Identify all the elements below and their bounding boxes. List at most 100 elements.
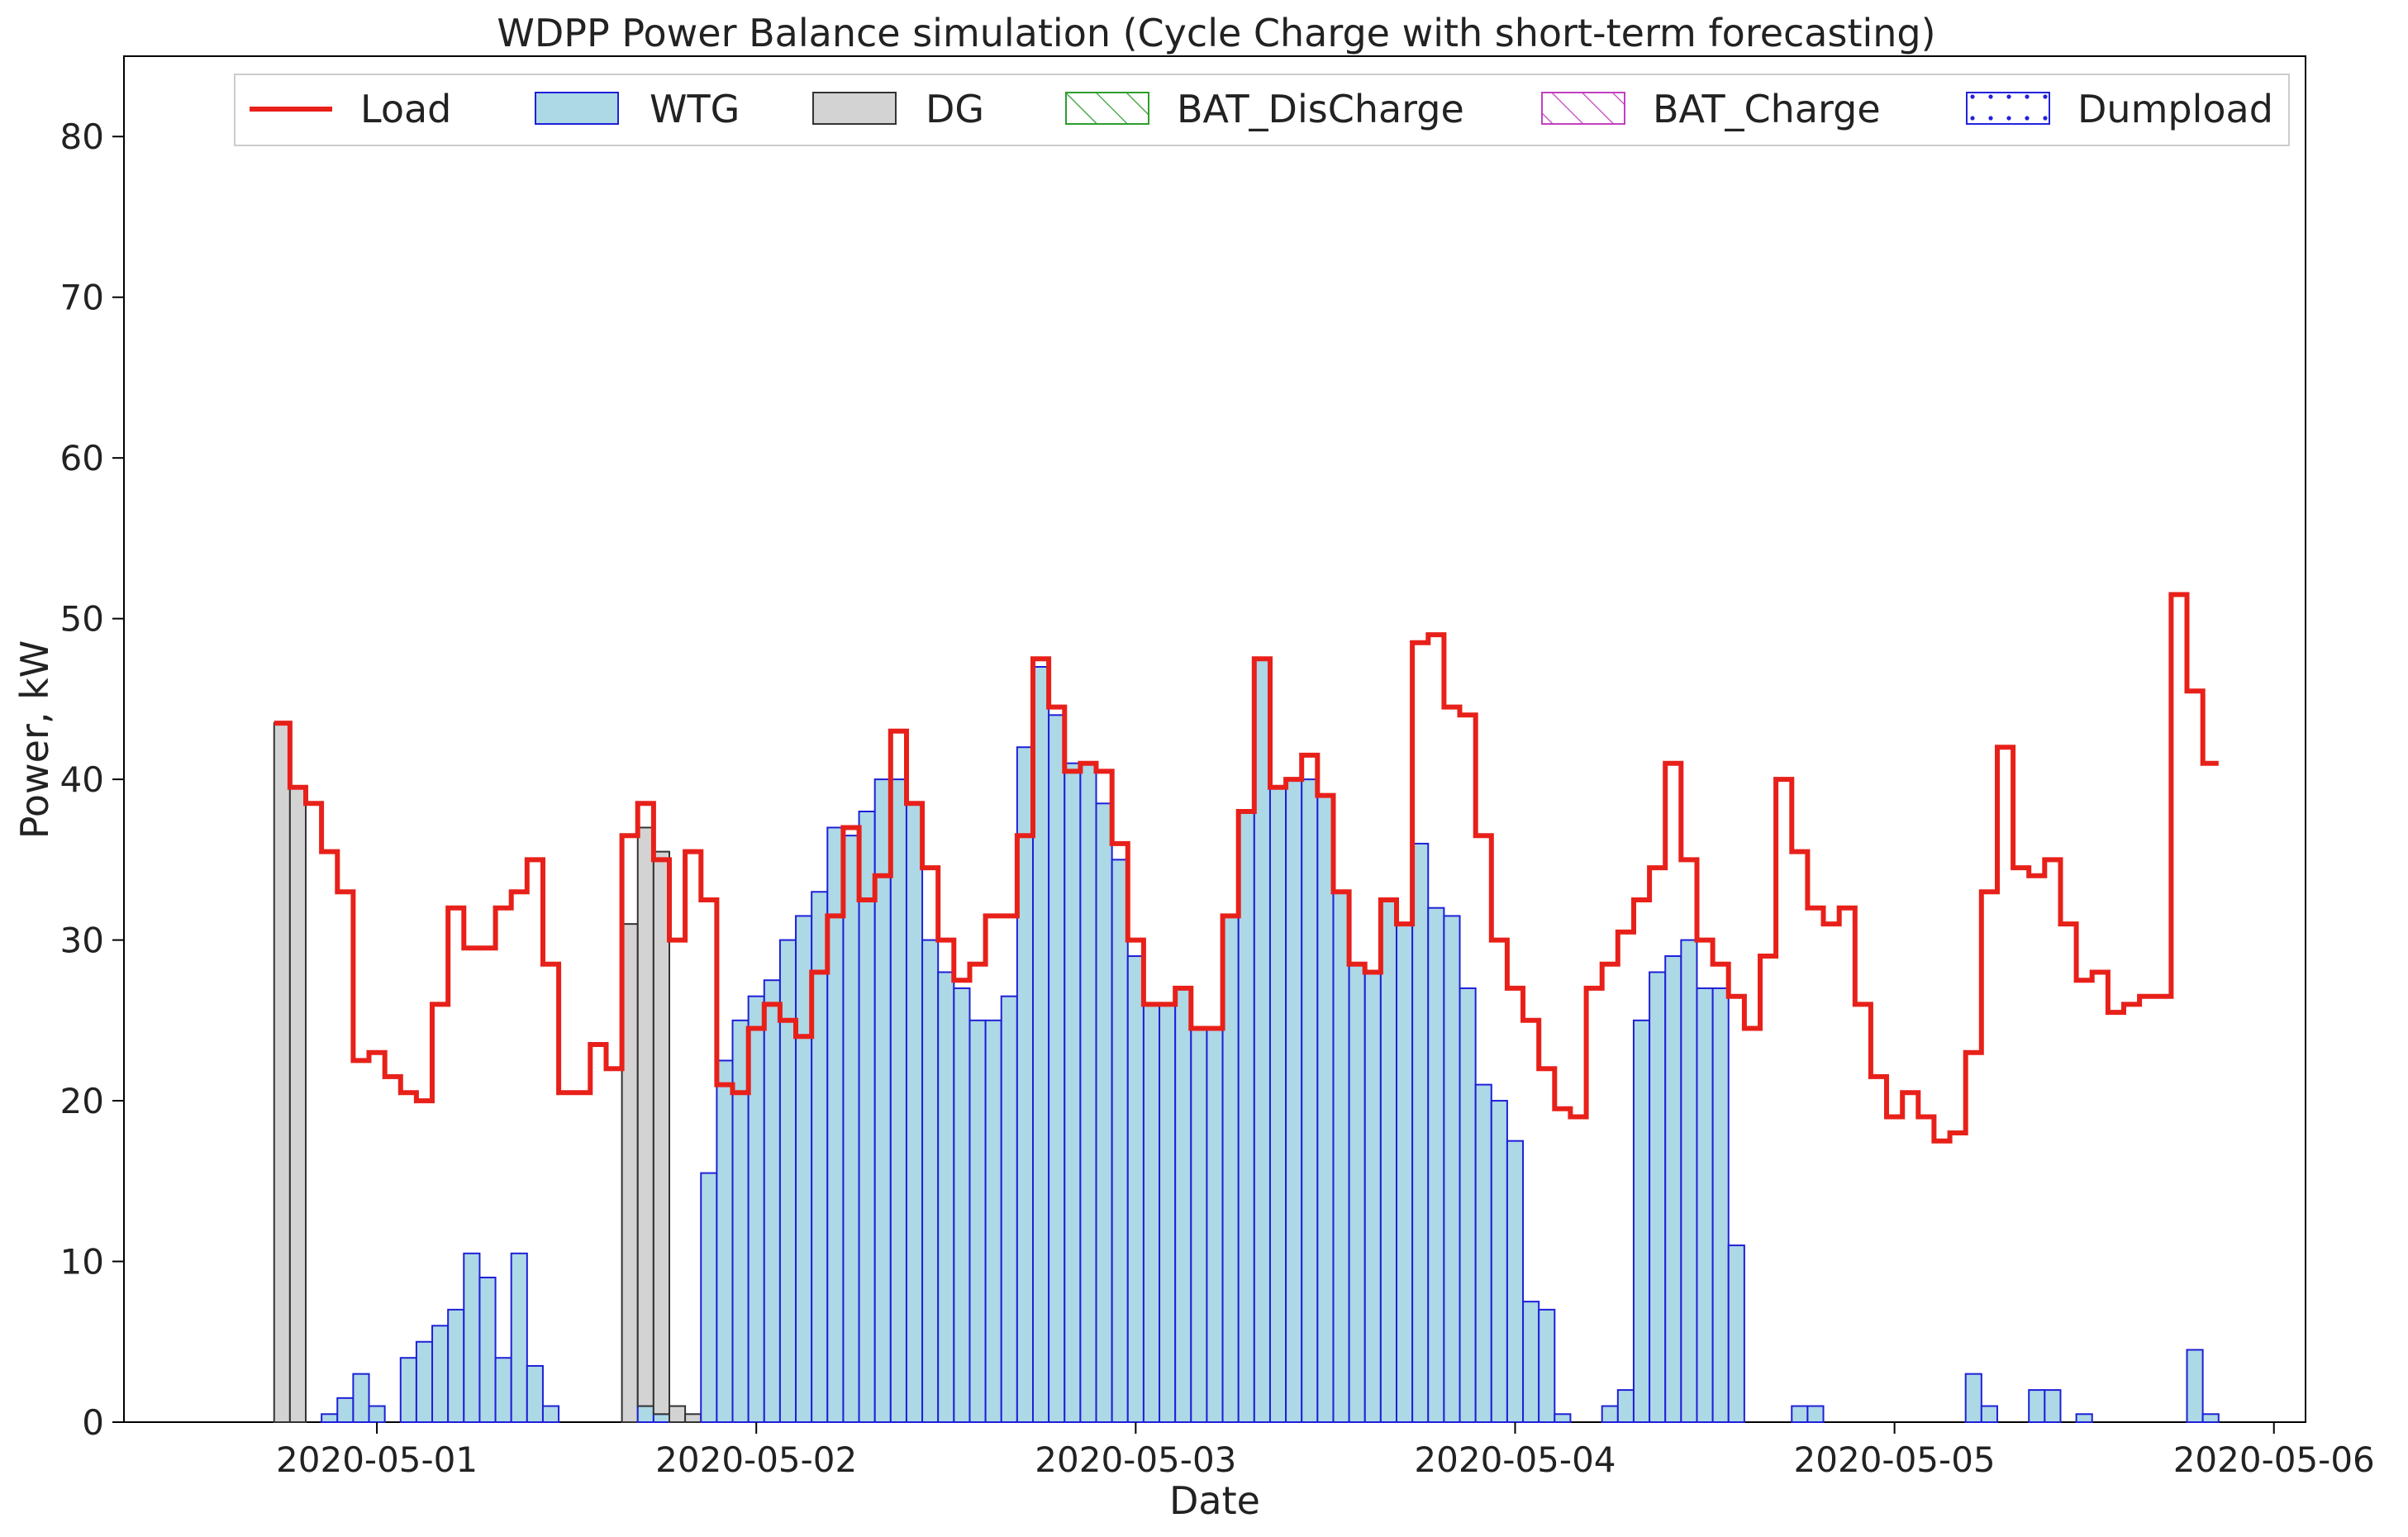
wtg-bar (510, 1252, 528, 1424)
wtg-bar (321, 1413, 339, 1424)
x-tick-label: 2020-05-03 (1035, 1439, 1236, 1480)
wtg-bar (700, 1172, 718, 1423)
wtg-bar (399, 1357, 417, 1424)
wtg-bar (2201, 1413, 2220, 1424)
wtg-bar (1506, 1140, 1525, 1424)
x-tick-label: 2020-05-06 (2173, 1439, 2375, 1480)
y-tick-label: 40 (60, 759, 104, 800)
x-tick-label: 2020-05-02 (655, 1439, 857, 1480)
wtg-bar (2028, 1389, 2046, 1423)
wtg-bar (368, 1405, 386, 1424)
wtg-bar (1095, 802, 1113, 1423)
y-axis: 0 10 20 30 40 50 60 70 80 (60, 117, 124, 1443)
wtg-bar (1363, 971, 1382, 1423)
wtg-bar (478, 1276, 497, 1423)
wtg-bar (1142, 1003, 1161, 1423)
wtg-bar (968, 1019, 987, 1423)
wtg-bar (1806, 1405, 1825, 1424)
wtg-bar (1332, 891, 1350, 1423)
dg-bar (652, 850, 671, 1416)
y-tick-label: 30 (60, 921, 104, 961)
y-tick-label: 70 (60, 278, 104, 318)
y-tick-label: 0 (82, 1402, 104, 1443)
wtg-bar (1791, 1405, 1809, 1424)
wtg-bar (1079, 762, 1097, 1423)
y-tick-label: 80 (60, 117, 104, 157)
wtg-bar (1064, 762, 1082, 1423)
wtg-bar (431, 1325, 450, 1423)
wtg-bar (1632, 1019, 1651, 1423)
wtg-bar (937, 971, 955, 1423)
wtg-bar (1459, 987, 1477, 1424)
wtg-bar (1680, 939, 1698, 1423)
wtg-bar (1964, 1373, 1982, 1423)
wtg-bar (1174, 987, 1192, 1424)
wtg-bar (494, 1357, 512, 1424)
x-tick-label: 2020-05-01 (276, 1439, 478, 1480)
legend-swatch-wtg (535, 92, 619, 125)
wtg-bar (1443, 915, 1461, 1423)
wtg-bar (1111, 859, 1129, 1423)
x-tick-label: 2020-05-04 (1414, 1439, 1616, 1480)
legend-label-wtg: WTG (650, 87, 740, 131)
legend-swatch-dg (812, 92, 897, 125)
legend-swatch-bat-charge (1541, 92, 1625, 125)
x-tick-label: 2020-05-05 (1794, 1439, 1996, 1480)
wtg-bar (1538, 1308, 1556, 1424)
wtg-bar (905, 802, 924, 1423)
wtg-bar (1396, 923, 1414, 1424)
wtg-bar (842, 835, 860, 1423)
chart-title: WDPP Power Balance simulation (Cycle Cha… (497, 11, 1935, 55)
wtg-bar (1000, 995, 1018, 1423)
wtg-bar (1474, 1083, 1492, 1424)
legend-swatch-bat-discharge (1065, 92, 1149, 125)
dg-bar (684, 1413, 702, 1424)
wtg-bar (984, 1019, 1002, 1423)
y-tick-label: 20 (60, 1081, 104, 1121)
wtg-bar (1427, 906, 1445, 1423)
wtg-bar (716, 1059, 734, 1423)
dg-bar (636, 826, 654, 1407)
x-axis: 2020-05-01 2020-05-02 2020-05-03 2020-05-04… (276, 1422, 2375, 1480)
wtg-bar (1601, 1405, 1619, 1424)
y-tick-label: 10 (60, 1242, 104, 1282)
wtg-bar (541, 1405, 560, 1424)
wtg-bar (1649, 971, 1667, 1423)
wtg-bar (1554, 1413, 1572, 1424)
y-tick-label: 50 (60, 599, 104, 640)
wtg-bar (1727, 1244, 1745, 1424)
dg-bar (288, 786, 307, 1423)
wtg-bar (1664, 955, 1682, 1423)
dg-bar (669, 1405, 687, 1424)
wtg-bar (1379, 898, 1397, 1423)
wtg-bar (1268, 786, 1287, 1423)
wtg-bar (1711, 987, 1730, 1424)
wtg-bar (526, 1364, 544, 1424)
x-axis-title: Date (1169, 1478, 1260, 1523)
wtg-bar (1696, 987, 1714, 1424)
wtg-bar (1285, 778, 1303, 1423)
wtg-bar (1411, 842, 1430, 1423)
wtg-bar (1126, 955, 1145, 1423)
legend-label-bat-charge: BAT_Charge (1653, 87, 1881, 131)
wtg-bar (1348, 963, 1366, 1423)
y-axis-title: Power, kW (12, 640, 57, 839)
wtg-bar (1301, 778, 1319, 1423)
wtg-bar (447, 1308, 465, 1424)
wtg-bar (636, 1405, 654, 1424)
wtg-bar (1980, 1405, 1998, 1424)
wtg-bar (921, 939, 940, 1423)
load-line (274, 592, 2219, 1144)
wtg-bar (1522, 1301, 1540, 1424)
legend-label-load: Load (360, 87, 451, 131)
wtg-bar (1159, 1003, 1177, 1423)
wtg-bar (1490, 1100, 1508, 1423)
wtg-bar (1048, 714, 1066, 1423)
wtg-bar (2186, 1349, 2204, 1424)
wtg-bar (953, 987, 971, 1424)
wtg-bar (352, 1373, 370, 1423)
wtg-bar (336, 1397, 355, 1424)
wtg-bar (652, 1413, 671, 1424)
legend-label-dg: DG (926, 87, 984, 131)
